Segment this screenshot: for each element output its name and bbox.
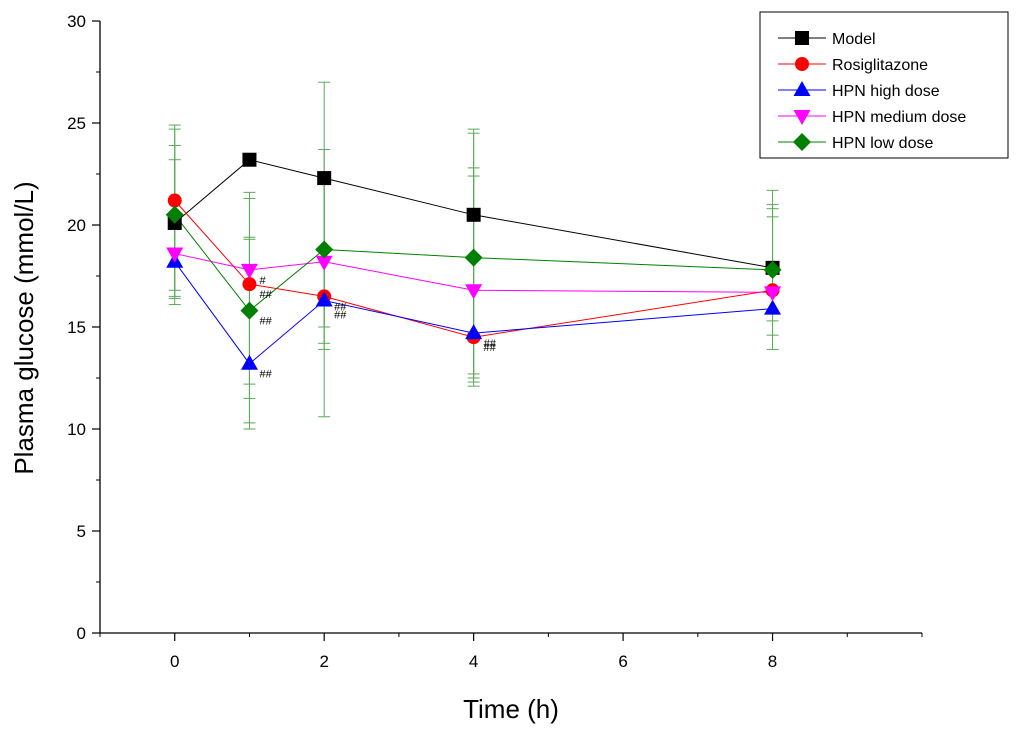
legend: Model Rosiglitazone HPN high dose HPN mediu… [759,11,1009,159]
data-point-hpn-medium-dose [465,284,483,300]
data-point-hpn-high-dose [465,324,483,340]
significance-mark: ## [484,342,497,354]
x-tick-label: 2 [319,652,328,671]
data-point-hpn-medium-dose [764,286,782,302]
y-tick-label: 25 [67,114,86,133]
legend-marker [793,110,811,125]
legend-marker [795,57,809,71]
significance-mark: ## [259,316,272,328]
x-tick-label: 0 [170,652,179,671]
data-point-rosiglitazone [167,193,182,208]
legend-item-rosiglitazone: Rosiglitazone [778,57,928,74]
legend-marker [793,133,811,151]
significance-mark: ## [334,310,347,322]
significance-mark: # [259,275,266,287]
data-point-hpn-medium-dose [315,255,333,271]
legend-label: HPN medium dose [832,109,966,126]
legend-label: HPN low dose [832,135,933,152]
y-tick-label: 10 [67,420,86,439]
significance-mark: ## [484,338,497,350]
data-point-hpn-medium-dose [166,247,184,263]
significance-mark: ## [259,289,272,301]
legend-marker [793,81,811,96]
significance-annotations: ############### [259,275,496,381]
data-point-hpn-low-dose [763,260,782,279]
x-tick-label: 8 [768,652,777,671]
legend-label: Rosiglitazone [832,57,928,74]
axes: 0 5 10 15 20 25 30 0 2 4 6 8 [67,12,923,671]
y-tick-label: 5 [77,522,86,541]
y-tick-label: 15 [67,318,86,337]
data-point-hpn-high-dose [764,299,782,315]
y-axis-title: Plasma glucose (mmol/L) [9,181,39,474]
legend-item-hpn-medium-dose: HPN medium dose [778,109,966,126]
data-point-hpn-low-dose [165,205,184,224]
legend-marker [795,31,809,45]
data-point-hpn-low-dose [464,248,483,267]
x-axis-title: Time (h) [463,694,559,724]
data-point-hpn-high-dose [315,291,333,307]
legend-label: Model [832,31,876,48]
legend-item-hpn-low-dose: HPN low dose [778,133,933,152]
legend-item-model: Model [778,31,876,48]
data-point-hpn-high-dose [240,354,258,370]
x-tick-label: 4 [469,652,478,671]
series-markers [165,152,782,370]
significance-mark: ## [259,369,272,381]
data-point-hpn-low-dose [315,240,334,259]
data-point-hpn-low-dose [240,301,259,320]
data-point-model [466,207,481,222]
y-tick-label: 30 [67,12,86,31]
legend-label: HPN high dose [832,83,940,100]
data-point-rosiglitazone [242,277,257,292]
data-point-hpn-medium-dose [240,263,258,279]
x-tick-label: 6 [618,652,627,671]
legend-item-hpn-high-dose: HPN high dose [778,81,940,100]
data-point-model [242,152,257,167]
data-point-model [317,171,332,186]
y-tick-label: 0 [77,624,86,643]
significance-mark: ## [334,301,347,313]
y-tick-label: 20 [67,216,86,235]
